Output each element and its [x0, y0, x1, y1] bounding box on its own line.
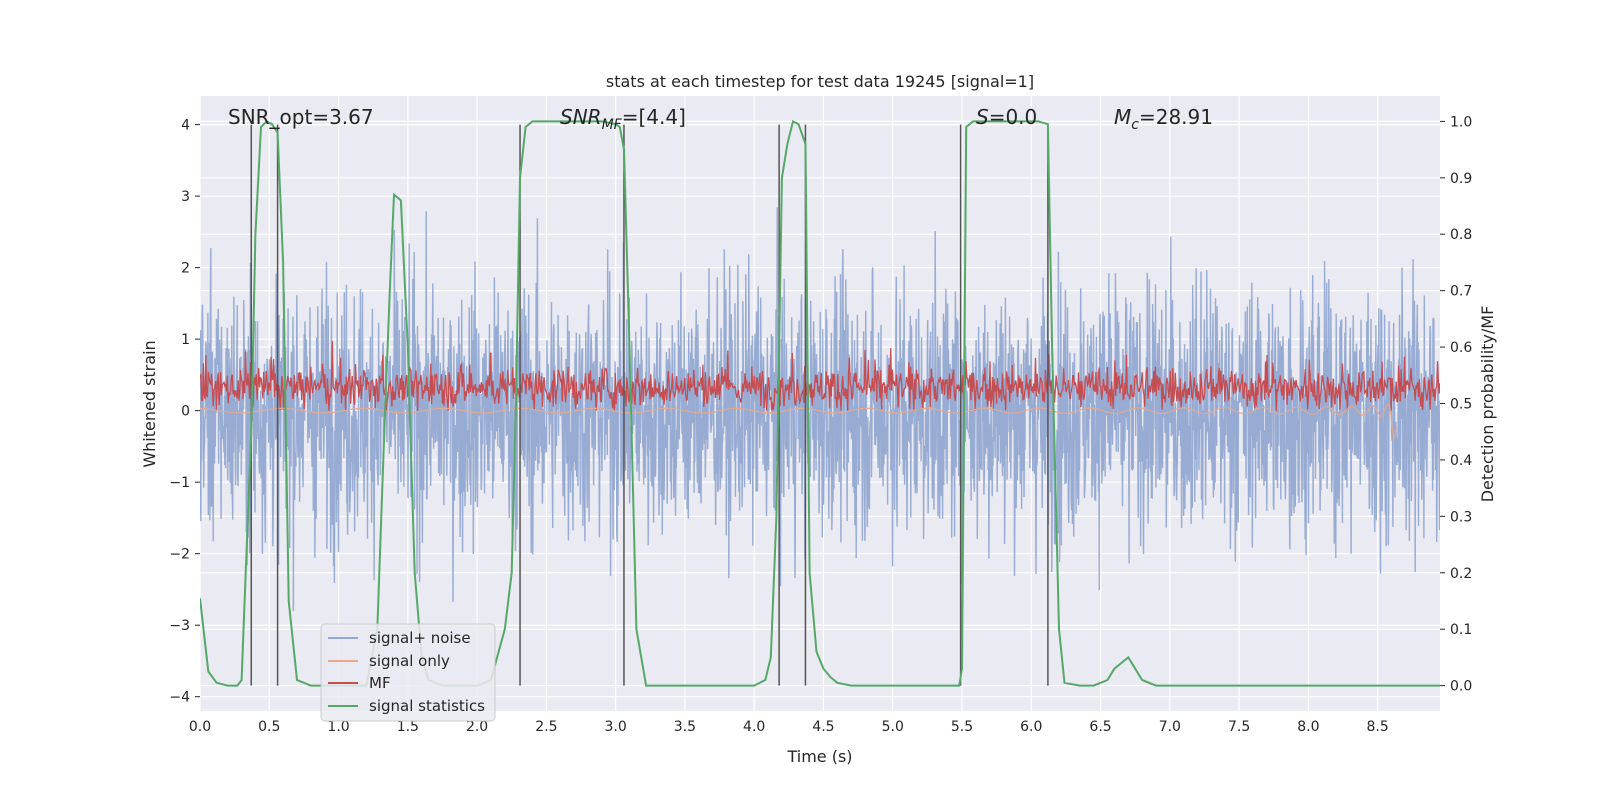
left-y-tick-label: −2 [169, 547, 190, 563]
x-tick-label: 6.5 [1089, 719, 1111, 735]
series-signal-statistics [200, 119, 1440, 687]
series-mf [200, 341, 1440, 411]
x-tick-label: 8.5 [1367, 719, 1389, 735]
right-y-axis-ticks: 1.0 0.9 0.8 0.7 0.6 0.5 0.4 0.3 0.2 0.1 0.0 [1440, 114, 1472, 695]
right-y-tick-label: 0.2 [1450, 566, 1472, 582]
left-y-tick-label: 0 [181, 404, 190, 420]
x-tick-label: 5.0 [882, 719, 904, 735]
legend-box [320, 623, 496, 722]
legend-label-mf: MF [369, 674, 391, 692]
left-y-axis-ticks: 4 3 2 1 0 −1 −2 −3 −4 [169, 118, 200, 706]
mf-line [200, 341, 1440, 411]
annotation-snr-mf-sub: MF [602, 117, 623, 133]
signal-only-line [200, 403, 1398, 440]
left-y-tick-label: −3 [169, 618, 190, 634]
x-tick-label: 3.0 [605, 719, 627, 735]
annotation-snr-mf-main: SNR [560, 105, 602, 129]
legend: signal+ noise signal only MF signal stat… [320, 623, 496, 722]
right-y-tick-label: 0.4 [1450, 453, 1472, 469]
x-tick-label: 1.0 [327, 719, 349, 735]
right-y-tick-label: 1.0 [1450, 114, 1472, 130]
x-tick-label: 8.0 [1297, 719, 1319, 735]
annotation-snr-mf-tail: =[4.4] [622, 105, 686, 129]
annotation-mc-sub: c [1131, 117, 1139, 133]
left-y-axis-label: Whitened strain [140, 340, 159, 467]
right-y-tick-label: 0.9 [1450, 171, 1472, 187]
x-tick-label: 1.5 [397, 719, 419, 735]
x-tick-label: 6.0 [1020, 719, 1042, 735]
right-y-tick-label: 0.6 [1450, 340, 1472, 356]
annotation-s-tail: =0.0 [989, 105, 1038, 129]
x-tick-label: 3.5 [674, 719, 696, 735]
right-y-tick-label: 0.7 [1450, 284, 1472, 300]
annotation-snr-opt: SNR_opt=3.67 [228, 105, 374, 129]
legend-label-signal-only: signal only [369, 652, 450, 670]
chart-title: stats at each timestep for test data 192… [606, 72, 1034, 91]
left-y-tick-label: 3 [181, 189, 190, 205]
series-signal-only [200, 403, 1398, 440]
x-axis-ticks: 0.0 0.5 1.0 1.5 2.0 2.5 3.0 3.5 4.0 4.5 5.0 5.5 6.0 6… [189, 719, 1389, 735]
x-tick-label: 7.0 [1159, 719, 1181, 735]
right-y-tick-label: 0.5 [1450, 397, 1472, 413]
right-y-tick-label: 0.8 [1450, 227, 1472, 243]
annotation-mc-main: M [1114, 105, 1131, 129]
legend-label-signal-statistics: signal statistics [369, 697, 485, 715]
annotation-mc: Mc=28.91 [1114, 105, 1213, 133]
x-tick-label: 0.0 [189, 719, 211, 735]
right-y-axis-label: Detection probability/MF [1478, 306, 1497, 503]
right-y-tick-label: 0.1 [1450, 622, 1472, 638]
annotation-s-main: S [976, 105, 989, 129]
legend-entry-signal-only: signal only [328, 652, 450, 670]
left-y-tick-label: 1 [181, 332, 190, 348]
legend-entry-signal-noise: signal+ noise [328, 629, 471, 647]
x-tick-label: 4.0 [743, 719, 765, 735]
x-axis-label: Time (s) [786, 747, 852, 766]
x-tick-label: 4.5 [812, 719, 834, 735]
signal-statistics-line [200, 119, 1440, 687]
x-tick-label: 0.5 [258, 719, 280, 735]
right-y-tick-label: 0.3 [1450, 509, 1472, 525]
data-layer [200, 119, 1440, 687]
legend-entry-signal-statistics: signal statistics [328, 697, 485, 715]
legend-entry-mf: MF [328, 674, 391, 692]
x-tick-label: 2.5 [535, 719, 557, 735]
annotation-s: S=0.0 [976, 105, 1037, 129]
x-tick-label: 5.5 [951, 719, 973, 735]
left-y-tick-label: 4 [181, 118, 190, 134]
left-y-tick-label: −4 [169, 690, 190, 706]
x-tick-label: 2.0 [466, 719, 488, 735]
left-y-tick-label: 2 [181, 261, 190, 277]
left-y-tick-label: −1 [169, 475, 190, 491]
annotation-mc-tail: =28.91 [1139, 105, 1213, 129]
right-y-tick-label: 0.0 [1450, 679, 1472, 695]
annotation-snr-mf: SNRMF=[4.4] [560, 105, 686, 133]
x-tick-label: 7.5 [1228, 719, 1250, 735]
legend-label-signal-noise: signal+ noise [369, 629, 471, 647]
